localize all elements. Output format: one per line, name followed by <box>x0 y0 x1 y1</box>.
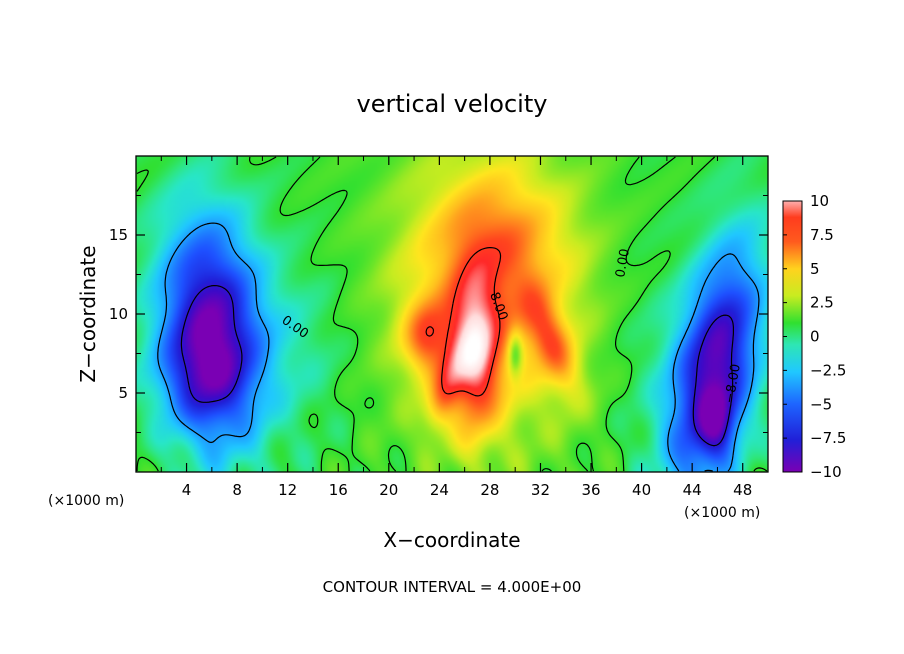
y-tick-label: 10 <box>109 305 128 323</box>
x-tick-label: 8 <box>232 481 242 499</box>
x-tick-label: 4 <box>182 481 192 499</box>
contour-label: −8.00 <box>722 363 744 405</box>
y-tick-label: 5 <box>118 384 128 402</box>
colorbar-tick-label: 7.5 <box>810 226 834 244</box>
x-tick-label: 12 <box>278 481 297 499</box>
x-tick-label: 20 <box>379 481 398 499</box>
contour-line <box>157 222 760 472</box>
velocity-field <box>136 156 768 472</box>
chart-title: vertical velocity <box>357 90 548 118</box>
x-unit-right: (×1000 m) <box>684 505 760 521</box>
contour-lines <box>136 156 768 472</box>
colorbar-tick-label: −7.5 <box>810 429 846 447</box>
colorbar-tick-label: −2.5 <box>810 361 846 379</box>
contour-line <box>425 247 502 397</box>
x-axis-label: X−coordinate <box>383 528 520 552</box>
contour-label: 0.00 <box>613 248 633 279</box>
x-tick-label: 36 <box>581 481 600 499</box>
colorbar-tick-label: 5 <box>810 260 820 278</box>
y-axis-ticks: 5 10 15 <box>109 195 768 433</box>
x-axis-ticks: 4 8 12 16 20 24 28 32 36 40 44 48 <box>160 156 752 499</box>
colorbar-tick-label: 0 <box>810 328 820 346</box>
plot-area <box>136 156 768 472</box>
x-unit-left: (×1000 m) <box>48 493 124 509</box>
x-tick-label: 32 <box>531 481 550 499</box>
x-tick-label: 28 <box>480 481 499 499</box>
colorbar-tick-label: 10 <box>810 192 829 210</box>
y-tick-label: 15 <box>109 226 128 244</box>
x-tick-label: 44 <box>683 481 702 499</box>
contour-interval-note: CONTOUR INTERVAL = 4.000E+00 <box>323 578 582 596</box>
colorbar: 10 7.5 5 2.5 0 −2.5 −5 −7.5 −10 <box>782 192 846 481</box>
x-tick-label: 16 <box>329 481 348 499</box>
colorbar-tick-label: −10 <box>810 463 842 481</box>
x-tick-label: 24 <box>430 481 449 499</box>
y-axis-label: Z−coordinate <box>76 245 100 382</box>
colorbar-tick-label: −5 <box>810 395 832 413</box>
x-tick-label: 48 <box>733 481 752 499</box>
colorbar-ticks: 10 7.5 5 2.5 0 −2.5 −5 −7.5 −10 <box>783 192 846 481</box>
contour-line <box>136 156 768 472</box>
contour-line <box>180 285 734 447</box>
x-tick-label: 40 <box>632 481 651 499</box>
colorbar-tick-label: 2.5 <box>810 294 834 312</box>
